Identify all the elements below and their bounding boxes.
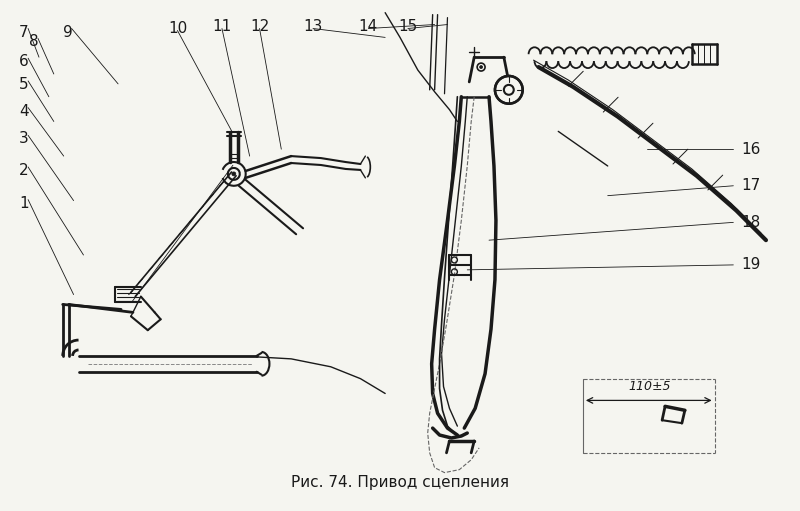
Circle shape bbox=[480, 65, 482, 68]
Text: 10: 10 bbox=[168, 20, 187, 36]
Text: 6: 6 bbox=[19, 54, 29, 69]
Text: 18: 18 bbox=[742, 215, 761, 230]
Text: 2: 2 bbox=[19, 163, 29, 178]
Circle shape bbox=[232, 172, 236, 176]
Text: 14: 14 bbox=[358, 18, 378, 34]
Text: 12: 12 bbox=[250, 18, 269, 34]
Text: 7: 7 bbox=[19, 25, 29, 39]
Text: 19: 19 bbox=[742, 258, 761, 272]
Text: 11: 11 bbox=[212, 18, 231, 34]
Circle shape bbox=[495, 76, 522, 104]
Text: 16: 16 bbox=[742, 142, 761, 157]
Text: 8: 8 bbox=[29, 34, 38, 50]
Text: 110±5: 110±5 bbox=[628, 380, 670, 393]
Text: 15: 15 bbox=[398, 18, 418, 34]
Text: 13: 13 bbox=[303, 18, 322, 34]
Text: 4: 4 bbox=[19, 104, 29, 119]
Text: 3: 3 bbox=[19, 131, 29, 146]
Text: 17: 17 bbox=[742, 178, 761, 193]
Text: 9: 9 bbox=[62, 25, 73, 39]
Text: Рис. 74. Привод сцепления: Рис. 74. Привод сцепления bbox=[291, 475, 509, 490]
Text: 1: 1 bbox=[19, 196, 29, 211]
Text: 5: 5 bbox=[19, 77, 29, 92]
